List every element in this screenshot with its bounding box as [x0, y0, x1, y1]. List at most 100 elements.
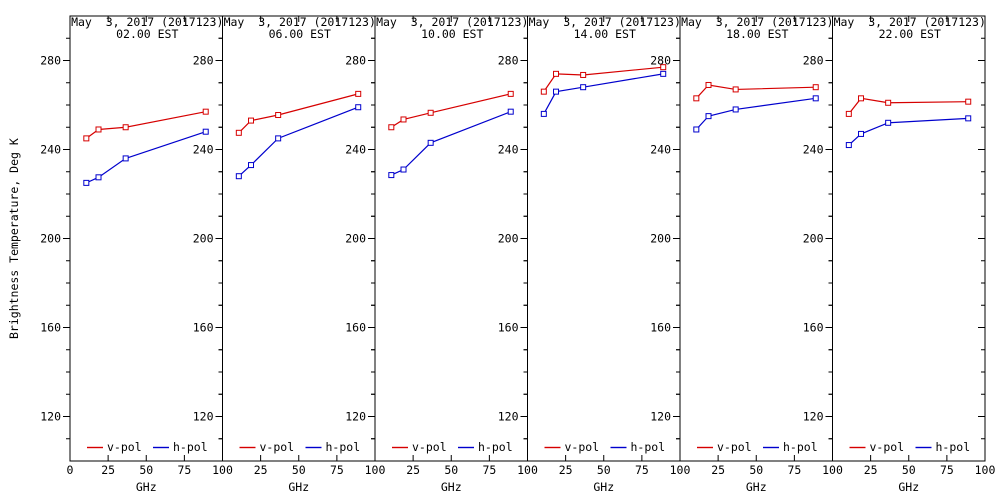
x-tick-label: 25 [254, 463, 268, 477]
marker-v-pol [248, 117, 255, 124]
panel-title-date: May 3, 2017 (2017123) [224, 15, 376, 29]
marker-v-pol [580, 71, 587, 78]
y-tick-label: 120 [498, 410, 519, 424]
marker-v-pol [812, 84, 819, 91]
series-line-v-pol [848, 97, 969, 115]
legend-h-label: h-pol [631, 440, 666, 454]
marker-h-pol [660, 70, 667, 77]
y-tick-label: 160 [650, 321, 671, 335]
x-tick-label: 75 [940, 463, 954, 477]
y-tick-label: 280 [193, 54, 214, 68]
legend-h-label: h-pol [173, 440, 208, 454]
marker-h-pol [812, 95, 819, 102]
panel-title-date: May 3, 2017 (2017123) [834, 15, 986, 29]
x-axis-title: GHz [898, 480, 919, 494]
marker-h-pol [275, 135, 282, 142]
marker-v-pol [355, 90, 362, 97]
marker-v-pol [122, 124, 129, 131]
y-tick-label: 280 [345, 54, 366, 68]
series-line-v-pol [390, 93, 511, 128]
y-tick-label: 240 [650, 143, 671, 157]
y-tick-label: 160 [193, 321, 214, 335]
x-tick-label: 100 [365, 463, 386, 477]
x-tick-label: 50 [139, 463, 153, 477]
y-tick-label: 120 [803, 410, 824, 424]
x-tick-label: 25 [711, 463, 725, 477]
y-tick-label: 200 [498, 232, 519, 246]
x-tick-label: 100 [212, 463, 233, 477]
series-line-h-pol [238, 106, 359, 177]
series-line-v-pol [85, 111, 206, 139]
marker-h-pol [400, 166, 407, 173]
marker-v-pol [553, 70, 560, 77]
legend-h-label: h-pol [936, 440, 971, 454]
marker-v-pol [507, 90, 514, 97]
y-tick-label: 200 [193, 232, 214, 246]
x-tick-label: 75 [482, 463, 496, 477]
y-tick-label: 160 [803, 321, 824, 335]
panel-title-time: 14.00 EST [574, 27, 636, 41]
legend-v-label: v-pol [260, 440, 295, 454]
x-tick-label: 75 [177, 463, 191, 477]
legend-h-label: h-pol [783, 440, 818, 454]
x-tick-label: 75 [330, 463, 344, 477]
marker-v-pol [858, 95, 865, 102]
marker-h-pol [427, 139, 434, 146]
x-tick-label: 100 [670, 463, 691, 477]
y-tick-label: 120 [193, 410, 214, 424]
panel-title-time: 06.00 EST [269, 27, 331, 41]
x-tick-label: 100 [517, 463, 538, 477]
legend-v-label: v-pol [717, 440, 752, 454]
panel-title-date: May 3, 2017 (2017123) [376, 15, 528, 29]
x-axis-title: GHz [593, 480, 614, 494]
y-tick-label: 160 [40, 321, 61, 335]
marker-h-pol [122, 155, 129, 162]
marker-v-pol [965, 98, 972, 105]
series-line-h-pol [86, 131, 206, 184]
y-tick-label: 280 [650, 54, 671, 68]
y-tick-label: 240 [40, 143, 61, 157]
x-tick-label: 50 [749, 463, 763, 477]
y-tick-label: 280 [40, 54, 61, 68]
marker-v-pol [95, 126, 102, 133]
marker-h-pol [83, 179, 90, 186]
y-tick-label: 240 [193, 143, 214, 157]
x-tick-label: 50 [597, 463, 611, 477]
marker-h-pol [355, 104, 362, 111]
marker-v-pol [427, 109, 434, 116]
marker-v-pol [235, 129, 242, 136]
x-tick-label: 50 [444, 463, 458, 477]
y-tick-label: 160 [345, 321, 366, 335]
y-tick-label: 280 [803, 54, 824, 68]
marker-h-pol [553, 88, 560, 95]
series-line-h-pol [391, 111, 511, 176]
panel-title-time: 22.00 EST [879, 27, 941, 41]
marker-v-pol [83, 135, 90, 142]
y-tick-label: 200 [803, 232, 824, 246]
x-axis-title: GHz [288, 480, 309, 494]
x-tick-label: 50 [902, 463, 916, 477]
series-line-v-pol [238, 93, 359, 134]
marker-v-pol [275, 112, 282, 119]
series-line-v-pol [543, 66, 664, 92]
y-tick-label: 200 [650, 232, 671, 246]
panel-title-time: 10.00 EST [421, 27, 483, 41]
marker-v-pol [388, 124, 395, 131]
x-tick-label: 25 [406, 463, 420, 477]
marker-h-pol [732, 106, 739, 113]
x-tick-label: 25 [559, 463, 573, 477]
marker-h-pol [540, 110, 547, 117]
marker-h-pol [95, 174, 102, 181]
panel-3: 120 160 200 240 280 25 50 75 100 GHz May 3, 2017 (… [345, 15, 538, 494]
x-axis-title: GHz [441, 480, 462, 494]
marker-v-pol [400, 116, 407, 123]
marker-v-pol [732, 86, 739, 93]
legend-v-label: v-pol [870, 440, 905, 454]
series-line-v-pol [695, 84, 816, 99]
y-tick-label: 280 [498, 54, 519, 68]
x-axis-title: GHz [136, 480, 157, 494]
legend-h-label: h-pol [326, 440, 361, 454]
legend-v-label: v-pol [107, 440, 142, 454]
